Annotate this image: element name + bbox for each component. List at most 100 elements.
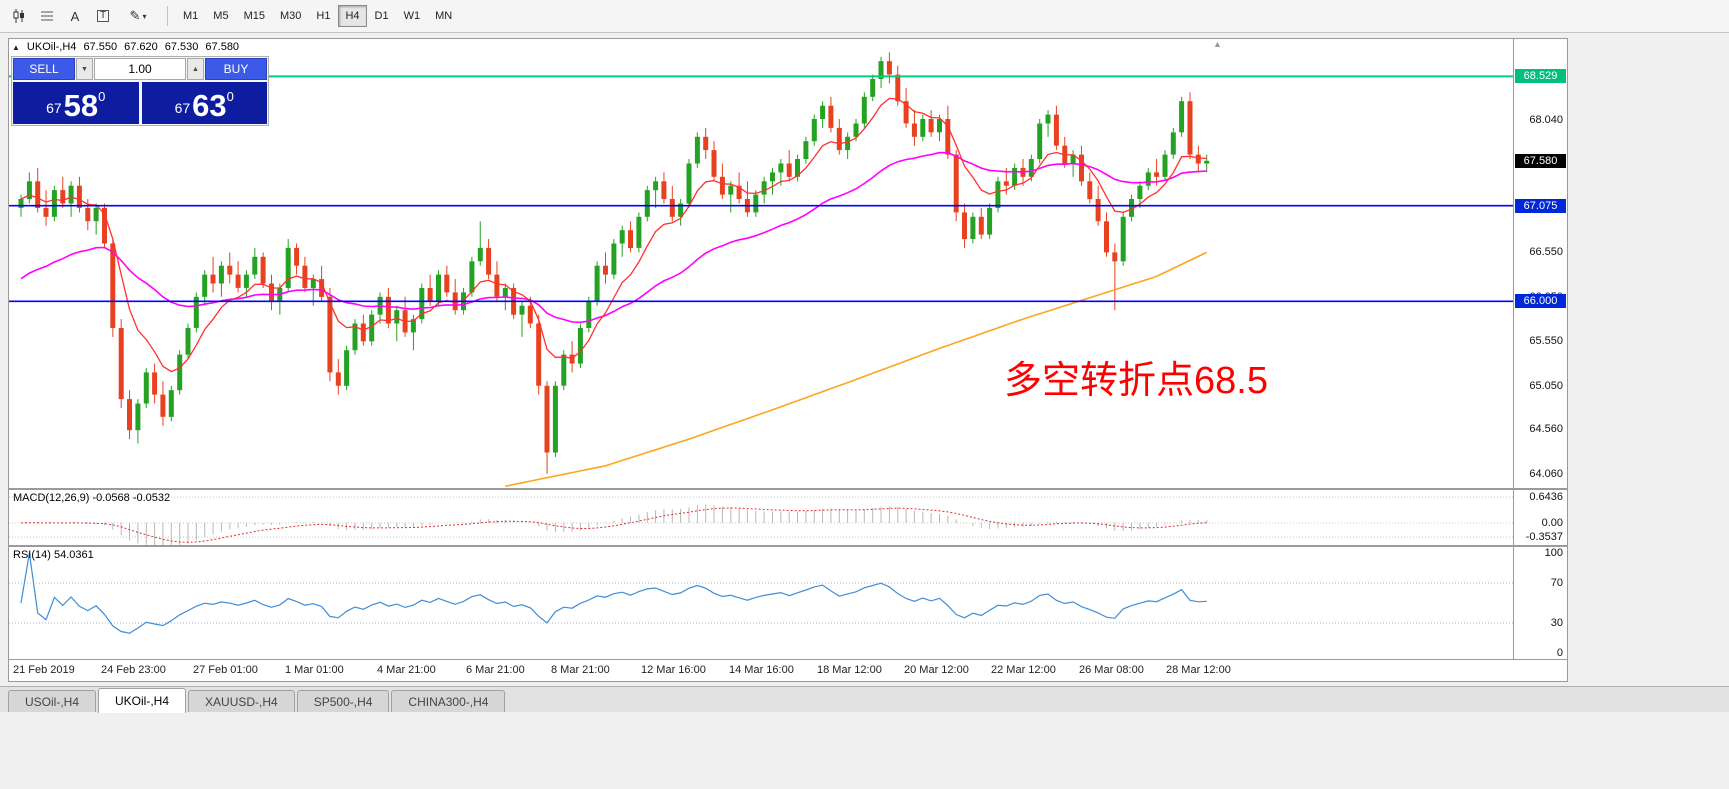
macd-label: MACD(12,26,9) -0.0568 -0.0532 bbox=[13, 492, 171, 504]
timeframe-button-m15[interactable]: M15 bbox=[237, 5, 272, 27]
time-axis-label: 28 Mar 12:00 bbox=[1166, 664, 1231, 676]
buy-price-big: 63 bbox=[192, 88, 227, 124]
chart-tab-xauusd-h4[interactable]: XAUUSD-,H4 bbox=[188, 690, 295, 712]
buy-price-tile[interactable]: 67 63 0 bbox=[141, 82, 267, 124]
time-axis-label: 6 Mar 21:00 bbox=[466, 664, 525, 676]
current-price-label: 67.580 bbox=[1515, 153, 1566, 168]
chart-window: ▲ UKOil-,H4 67.550 67.620 67.530 67.580 … bbox=[8, 38, 1568, 682]
macd-chart[interactable] bbox=[9, 490, 1513, 545]
macd-tick: 0.00 bbox=[1541, 516, 1563, 529]
rsi-chart[interactable] bbox=[9, 547, 1513, 659]
time-axis-label: 1 Mar 01:00 bbox=[285, 664, 344, 676]
time-axis-label: 22 Mar 12:00 bbox=[991, 664, 1056, 676]
time-axis-label: 21 Feb 2019 bbox=[13, 664, 75, 676]
price-tiles: 67 58 0 67 63 0 bbox=[13, 82, 267, 124]
macd-axis[interactable]: 0.6436 0.00 -0.3537 bbox=[1513, 490, 1567, 545]
rsi-tick: 100 bbox=[1544, 547, 1563, 559]
chart-tab-sp500-h4[interactable]: SP500-,H4 bbox=[296, 690, 390, 712]
text-box-glyph: T bbox=[96, 10, 110, 22]
volume-input[interactable] bbox=[94, 58, 186, 80]
open-value: 67.550 bbox=[83, 41, 118, 53]
draw-tool-dropdown[interactable]: ✎ ▾ bbox=[117, 4, 159, 28]
candlestick-glyph bbox=[13, 9, 24, 23]
text-label-glyph: A bbox=[70, 8, 80, 24]
timeframe-button-m30[interactable]: M30 bbox=[273, 5, 308, 27]
indicator-list-icon[interactable] bbox=[33, 4, 61, 28]
timeframe-button-d1[interactable]: D1 bbox=[368, 5, 396, 27]
pane-splitter[interactable] bbox=[9, 488, 1567, 490]
timeframe-button-h1[interactable]: H1 bbox=[309, 5, 337, 27]
volume-dropdown-button[interactable]: ▼ bbox=[76, 58, 93, 80]
timeframe-button-m1[interactable]: M1 bbox=[176, 5, 205, 27]
timeframe-button-m5[interactable]: M5 bbox=[206, 5, 235, 27]
time-axis-label: 4 Mar 21:00 bbox=[377, 664, 436, 676]
timeframe-buttons: M1 M5 M15 M30 H1 H4 D1 W1 MN bbox=[176, 5, 459, 27]
rsi-label: RSI(14) 54.0361 bbox=[13, 549, 94, 561]
price-tick: 65.550 bbox=[1529, 335, 1563, 348]
sell-price-tile[interactable]: 67 58 0 bbox=[13, 82, 139, 124]
price-tick: 68.040 bbox=[1529, 113, 1563, 126]
volume-increase-button[interactable]: ▲ bbox=[187, 58, 204, 80]
sell-price-sup: 0 bbox=[98, 89, 106, 104]
toolbar-separator bbox=[167, 6, 168, 26]
chart-tab-usoil-h4[interactable]: USOil-,H4 bbox=[8, 690, 97, 712]
candlestick-chart-icon[interactable] bbox=[5, 4, 33, 28]
close-value: 67.580 bbox=[205, 41, 240, 53]
price-tick: 64.060 bbox=[1529, 467, 1563, 480]
price-axis[interactable]: 68.04066.55066.05065.55065.05064.56064.0… bbox=[1513, 39, 1567, 488]
pencil-icon: ✎ bbox=[129, 8, 141, 23]
text-box-tool[interactable]: T bbox=[89, 4, 117, 28]
pane-splitter[interactable] bbox=[9, 545, 1567, 547]
chart-text-annotation[interactable]: 多空转折点68.5 bbox=[1004, 360, 1268, 402]
symbol-label: UKOil-,H4 bbox=[26, 41, 77, 53]
macd-tick: -0.3537 bbox=[1525, 531, 1563, 544]
time-axis-label: 14 Mar 16:00 bbox=[729, 664, 794, 676]
text-label-tool[interactable]: A bbox=[61, 4, 89, 28]
timeframe-button-w1[interactable]: W1 bbox=[397, 5, 428, 27]
time-axis-label: 20 Mar 12:00 bbox=[904, 664, 969, 676]
rsi-plot[interactable]: RSI(14) 54.0361 bbox=[9, 547, 1513, 659]
chart-tabbar: USOil-,H4 UKOil-,H4 XAUUSD-,H4 SP500-,H4 CHI… bbox=[0, 686, 1729, 713]
price-tick: 64.560 bbox=[1529, 423, 1563, 436]
sell-button[interactable]: SELL bbox=[13, 58, 75, 80]
buy-price-sup: 0 bbox=[226, 89, 234, 104]
time-axis-label: 8 Mar 21:00 bbox=[551, 664, 610, 676]
rsi-tick: 70 bbox=[1550, 577, 1563, 589]
chart-tab-china300-h4[interactable]: CHINA300-,H4 bbox=[391, 690, 506, 712]
rsi-tick: 30 bbox=[1550, 617, 1563, 629]
low-value: 67.530 bbox=[164, 41, 199, 53]
price-plot[interactable]: ▲ UKOil-,H4 67.550 67.620 67.530 67.580 … bbox=[9, 39, 1513, 488]
rsi-axis[interactable]: 100 70 30 0 bbox=[1513, 547, 1567, 659]
timeframe-button-h4[interactable]: H4 bbox=[338, 5, 367, 27]
chart-tab-ukoil-h4[interactable]: UKOil-,H4 bbox=[98, 688, 187, 713]
buy-price-prefix: 67 bbox=[174, 100, 191, 116]
time-axis-label: 12 Mar 16:00 bbox=[641, 664, 706, 676]
order-row: SELL ▼ ▲ BUY bbox=[13, 58, 267, 80]
timeframe-button-mn[interactable]: MN bbox=[428, 5, 459, 27]
buy-button[interactable]: BUY bbox=[205, 58, 267, 80]
price-pane: ▲ UKOil-,H4 67.550 67.620 67.530 67.580 … bbox=[9, 39, 1567, 488]
time-axis[interactable]: 21 Feb 2019 24 Feb 23:00 27 Feb 01:00 1 Mar… bbox=[9, 659, 1567, 681]
sell-price-prefix: 67 bbox=[46, 100, 62, 116]
time-axis-label: 18 Mar 12:00 bbox=[817, 664, 882, 676]
level-price-label: 67.075 bbox=[1515, 198, 1566, 213]
rsi-pane: RSI(14) 54.0361 100 70 30 0 bbox=[9, 547, 1567, 659]
level-price-label: 66.000 bbox=[1515, 294, 1566, 309]
lines-glyph bbox=[41, 11, 53, 21]
price-tick: 66.550 bbox=[1529, 246, 1563, 259]
macd-plot[interactable]: MACD(12,26,9) -0.0568 -0.0532 bbox=[9, 490, 1513, 545]
macd-pane: MACD(12,26,9) -0.0568 -0.0532 0.6436 0.00… bbox=[9, 490, 1567, 545]
ohlc-header: ▲ UKOil-,H4 67.550 67.620 67.530 67.580 bbox=[12, 41, 239, 53]
chevron-down-icon: ▾ bbox=[142, 11, 147, 21]
chart-shift-marker-icon[interactable]: ▲ bbox=[1213, 39, 1222, 49]
level-price-label: 68.529 bbox=[1515, 69, 1566, 84]
time-axis-label: 24 Feb 23:00 bbox=[101, 664, 166, 676]
symbol-marker-icon: ▲ bbox=[12, 42, 20, 52]
rsi-tick: 0 bbox=[1556, 647, 1563, 659]
time-axis-label: 27 Feb 01:00 bbox=[193, 664, 258, 676]
price-tick: 65.050 bbox=[1529, 379, 1563, 392]
macd-tick: 0.6436 bbox=[1529, 491, 1563, 504]
one-click-trading-panel: SELL ▼ ▲ BUY 67 58 0 67 bbox=[11, 56, 269, 126]
candlestick-chart[interactable] bbox=[9, 39, 1513, 488]
